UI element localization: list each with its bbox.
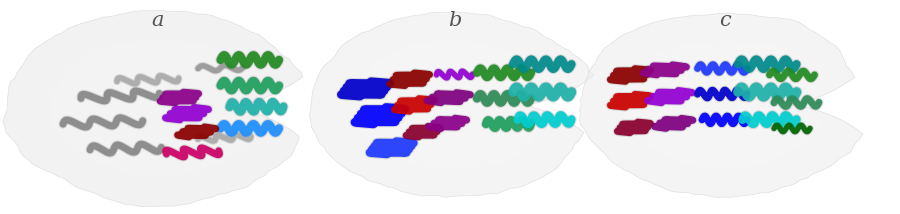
Polygon shape bbox=[50, 39, 259, 177]
Text: c: c bbox=[718, 11, 731, 30]
Polygon shape bbox=[580, 13, 862, 198]
Polygon shape bbox=[310, 12, 594, 197]
Text: a: a bbox=[151, 11, 164, 30]
Polygon shape bbox=[3, 10, 303, 207]
Polygon shape bbox=[353, 40, 552, 169]
Polygon shape bbox=[623, 41, 821, 170]
Text: b: b bbox=[448, 11, 461, 30]
